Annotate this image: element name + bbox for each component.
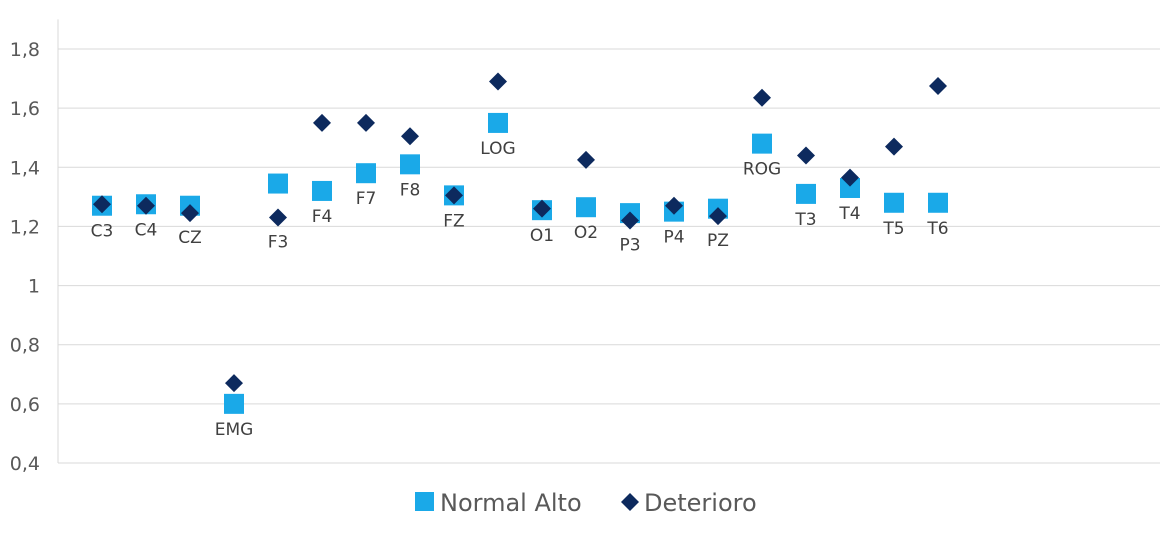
point-deterioro-o2: [577, 150, 595, 169]
point-normal-alto-f4: [312, 180, 332, 201]
data-series: [92, 72, 948, 414]
point-deterioro-f8: [401, 127, 419, 146]
axes: [57, 19, 1160, 464]
data-label-cz: CZ: [178, 228, 202, 248]
point-deterioro-c3: [93, 195, 111, 214]
legend: Normal Alto Deterioro: [415, 489, 757, 517]
data-label-fz: FZ: [443, 211, 464, 231]
data-label-log: LOG: [480, 139, 515, 159]
point-deterioro-t4: [841, 168, 859, 187]
point-normal-alto-f3: [268, 173, 288, 194]
point-normal-alto-log: [488, 112, 508, 133]
point-normal-alto-t4: [840, 177, 860, 198]
data-label-p4: P4: [663, 228, 684, 248]
point-normal-alto-emg: [224, 393, 244, 414]
data-label-f7: F7: [356, 189, 377, 209]
y-tick-label: 1,2: [10, 216, 40, 238]
legend-label-deterioro: Deterioro: [644, 489, 757, 517]
point-deterioro-emg: [225, 374, 243, 393]
point-normal-alto-o2: [576, 197, 596, 218]
point-normal-alto-t3: [796, 183, 816, 204]
point-deterioro-pz: [709, 207, 727, 226]
data-label-c3: C3: [91, 222, 114, 242]
y-tick-labels: 0,4 0,6 0,8 1 1,2 1,4 1,6 1,8: [10, 39, 40, 475]
data-label-o2: O2: [574, 223, 598, 243]
point-normal-alto-f7: [356, 163, 376, 184]
point-deterioro-cz: [181, 204, 199, 223]
data-label-f8: F8: [400, 180, 421, 200]
point-deterioro-c4: [137, 196, 155, 215]
data-label-emg: EMG: [215, 420, 254, 440]
data-labels: C3 C4 CZ EMG F3 F4 F7 F8 FZ LOG O1 O2 P3 P4 PZ ROG T3 T4 T…: [91, 139, 949, 440]
point-deterioro-p3: [621, 211, 639, 230]
data-label-t3: T3: [794, 210, 816, 230]
data-label-t6: T6: [926, 219, 948, 239]
point-deterioro-t5: [885, 137, 903, 156]
data-label-c4: C4: [135, 221, 158, 241]
point-normal-alto-t6: [928, 192, 948, 213]
point-deterioro-rog: [753, 88, 771, 107]
legend-marker-normal-alto: [415, 492, 434, 511]
y-tick-label: 0,6: [10, 394, 40, 416]
legend-label-normal-alto: Normal Alto: [440, 489, 582, 517]
data-label-f3: F3: [268, 233, 289, 253]
point-deterioro-f4: [313, 113, 331, 132]
point-deterioro-o1: [533, 199, 551, 218]
point-deterioro-log: [489, 72, 507, 91]
data-label-t4: T4: [838, 204, 860, 224]
point-deterioro-f3: [269, 208, 287, 227]
grid-lines: [58, 48, 1160, 405]
point-normal-alto-f8: [400, 154, 420, 175]
y-tick-label: 1,4: [10, 157, 40, 179]
data-label-f4: F4: [312, 207, 333, 227]
data-label-rog: ROG: [743, 160, 781, 180]
data-label-t5: T5: [882, 219, 904, 239]
y-tick-label: 0,8: [10, 335, 40, 357]
y-tick-label: 1: [28, 276, 40, 298]
y-tick-label: 1,8: [10, 39, 40, 61]
point-deterioro-t6: [929, 76, 947, 95]
point-normal-alto-t5: [884, 192, 904, 213]
point-deterioro-t3: [797, 146, 815, 165]
point-deterioro-f7: [357, 113, 375, 132]
y-tick-label: 0,4: [10, 453, 40, 475]
y-tick-label: 1,6: [10, 98, 40, 120]
point-normal-alto-rog: [752, 133, 772, 154]
point-deterioro-p4: [665, 196, 683, 215]
data-label-p3: P3: [619, 236, 640, 256]
data-label-pz: PZ: [707, 231, 729, 251]
point-deterioro-fz: [445, 186, 463, 205]
data-label-o1: O1: [530, 226, 554, 246]
legend-marker-deterioro: [621, 493, 639, 511]
